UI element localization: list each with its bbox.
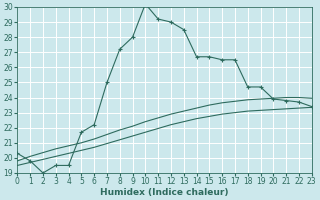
- X-axis label: Humidex (Indice chaleur): Humidex (Indice chaleur): [100, 188, 229, 197]
